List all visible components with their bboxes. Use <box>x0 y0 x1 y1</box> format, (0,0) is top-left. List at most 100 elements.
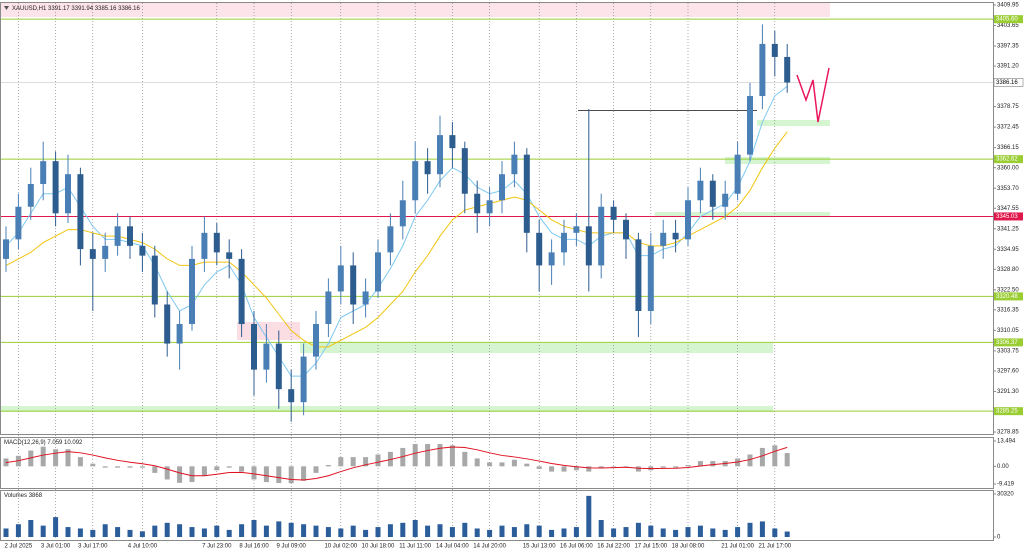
y-tick-label: 3278.85 <box>997 430 1019 436</box>
x-tick-label: 16 Jul 22:00 <box>597 544 630 550</box>
bar <box>276 466 282 484</box>
projection-path <box>796 67 830 123</box>
x-tick-label: 9 Jul 09:00 <box>277 544 307 550</box>
x-tick-label: 10 Jul 02:00 <box>324 544 357 550</box>
candle-body <box>201 232 208 259</box>
bar <box>313 525 319 537</box>
price-panel <box>0 2 994 435</box>
candle-body <box>263 343 270 370</box>
candle-body <box>89 249 96 259</box>
bar <box>462 451 468 467</box>
bar <box>598 519 604 537</box>
bar <box>239 466 245 472</box>
macd-title: MACD(12,26,9) <box>4 440 46 446</box>
low: 3385.16 <box>95 6 117 12</box>
level-label: 3362.62 <box>996 157 1018 163</box>
bar <box>288 466 294 484</box>
candle-body <box>672 232 679 240</box>
bar <box>474 528 480 537</box>
y-tick-label: 3291.30 <box>997 389 1019 395</box>
bar <box>251 466 257 480</box>
x-tick-label: 3 Jul 01:00 <box>41 544 71 550</box>
candle-body <box>561 232 567 253</box>
bar <box>102 524 108 537</box>
candle-body <box>449 135 456 149</box>
bar <box>152 525 158 537</box>
x-tick-label: 14 Jul 20:00 <box>473 544 506 550</box>
bar <box>660 528 666 537</box>
bar <box>226 466 232 468</box>
candle-body <box>573 226 580 233</box>
level-label-box <box>994 407 1023 416</box>
bar <box>449 527 455 537</box>
y-tick-label: 3328.80 <box>997 267 1019 273</box>
bar <box>400 522 406 537</box>
y-tick-label: 3316.35 <box>997 307 1019 313</box>
candle-body <box>399 200 406 227</box>
bar <box>573 527 579 537</box>
level-label: 3405.60 <box>996 17 1018 23</box>
bar <box>437 524 443 537</box>
x-tick-label: 17 Jul 15:00 <box>634 544 667 550</box>
support-zone <box>757 120 830 126</box>
candle-body <box>226 252 233 259</box>
bar <box>201 466 207 476</box>
candle-body <box>424 161 431 175</box>
bar <box>65 449 71 467</box>
open: 3391.17 <box>48 6 70 12</box>
candle-body <box>387 226 394 253</box>
x-tick-label: 2 Jul 2025 <box>5 544 33 550</box>
y-tick-label: 3341.25 <box>997 226 1019 232</box>
bar <box>536 525 542 537</box>
bar <box>226 529 232 537</box>
y-tick-label: 3310.05 <box>997 328 1019 334</box>
bar <box>90 463 96 467</box>
candle-body <box>647 245 654 312</box>
bar <box>338 528 344 537</box>
candle-body <box>3 239 9 259</box>
candle-body <box>709 180 716 207</box>
bar <box>338 457 344 467</box>
level-label: 3386.16 <box>996 80 1018 86</box>
bar <box>536 466 542 469</box>
bar <box>784 531 790 537</box>
candle-body <box>548 252 555 266</box>
bar <box>65 527 71 537</box>
candle-body <box>40 161 47 184</box>
x-tick-label: 10 Jul 18:00 <box>362 544 395 550</box>
bar <box>15 524 21 537</box>
plot-layer: 2 Jul 2025 3 Jul 01:00 3 Jul 17:00 4 Jul 10… <box>1 3 1024 550</box>
y-tick-label: 3378.75 <box>997 104 1019 110</box>
candle-body <box>251 324 257 370</box>
resistance-zone <box>237 322 300 340</box>
y-tick-label: 3372.45 <box>997 125 1019 131</box>
bar <box>189 466 195 483</box>
candle-body <box>189 258 195 325</box>
y-tick-label: 0 <box>997 535 1001 541</box>
bar <box>276 521 282 537</box>
candle-body <box>102 245 109 259</box>
bar <box>102 466 108 468</box>
y-tick-label: 3366.15 <box>997 145 1019 151</box>
y-tick-label: 3322.50 <box>997 287 1019 293</box>
bar <box>127 466 133 468</box>
candle-body <box>375 252 381 292</box>
candle-body <box>697 180 704 201</box>
bar <box>759 521 765 537</box>
bar <box>772 528 778 537</box>
candle-body <box>350 265 357 305</box>
bar <box>685 465 691 467</box>
moving-average <box>5 131 788 348</box>
bar <box>239 524 245 537</box>
quote-header: XAUUSD,H1 3391.17 3391.94 3385.16 3386.1… <box>12 6 140 12</box>
candle-body <box>610 206 617 220</box>
macd-header: MACD(12,26,9) 7.059 10.092 <box>4 440 83 446</box>
candle-body <box>77 174 84 250</box>
bar <box>710 461 716 467</box>
level-label-box <box>994 212 1023 221</box>
bar <box>375 454 381 467</box>
bar <box>449 445 455 467</box>
bar <box>499 525 505 537</box>
bar <box>549 466 555 472</box>
